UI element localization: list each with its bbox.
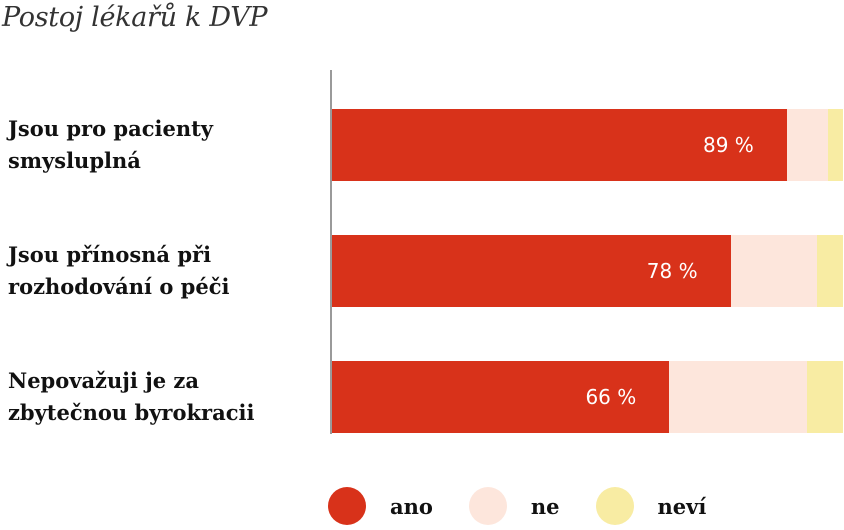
stacked-bar: 78 % — [332, 235, 843, 307]
bar-segment-ano — [332, 109, 787, 181]
legend-swatch — [328, 487, 366, 525]
category-label: Jsou přínosná při rozhodování o péči — [8, 239, 328, 303]
bar-segment-neví — [807, 361, 843, 433]
category-label-line: zbytečnou byrokracii — [8, 400, 255, 425]
legend-swatch — [468, 487, 507, 525]
category-label: Nepovažuji je za zbytečnou byrokracii — [8, 365, 328, 429]
bar-segment-ne — [669, 361, 808, 433]
legend-label: ne — [530, 493, 560, 519]
category-label-line: smysluplná — [8, 148, 141, 173]
legend-label: neví — [657, 493, 707, 519]
axis-line — [330, 70, 332, 434]
chart-title: Postoj lékařů k DVP — [2, 2, 268, 33]
bar-segment-neví — [817, 235, 843, 307]
legend-item-neví: neví — [595, 487, 707, 525]
category-label: Jsou pro pacienty smysluplná — [8, 113, 328, 177]
legend-item-ne: ne — [468, 487, 560, 525]
category-label-line: Jsou pro pacienty — [8, 116, 213, 141]
category-label-line: Jsou přínosná při — [8, 242, 212, 267]
data-label: 66 % — [585, 385, 637, 409]
legend-item-ano: ano — [328, 487, 433, 525]
data-label: 89 % — [702, 133, 754, 157]
stacked-bar: 89 % — [332, 109, 843, 181]
legend-swatch — [595, 487, 634, 525]
category-label-line: rozhodování o péči — [8, 274, 230, 299]
bar-segment-ano — [332, 361, 670, 433]
legend-label: ano — [390, 493, 433, 519]
stacked-bar: 66 % — [332, 361, 843, 433]
category-label-line: Nepovažuji je za — [8, 368, 199, 393]
data-label: 78 % — [646, 259, 698, 283]
bar-segment-ne — [730, 235, 818, 307]
bar-segment-ano — [332, 235, 731, 307]
bar-segment-neví — [827, 109, 843, 181]
bar-segment-ne — [786, 109, 828, 181]
legend: ano ne neví — [328, 486, 742, 526]
